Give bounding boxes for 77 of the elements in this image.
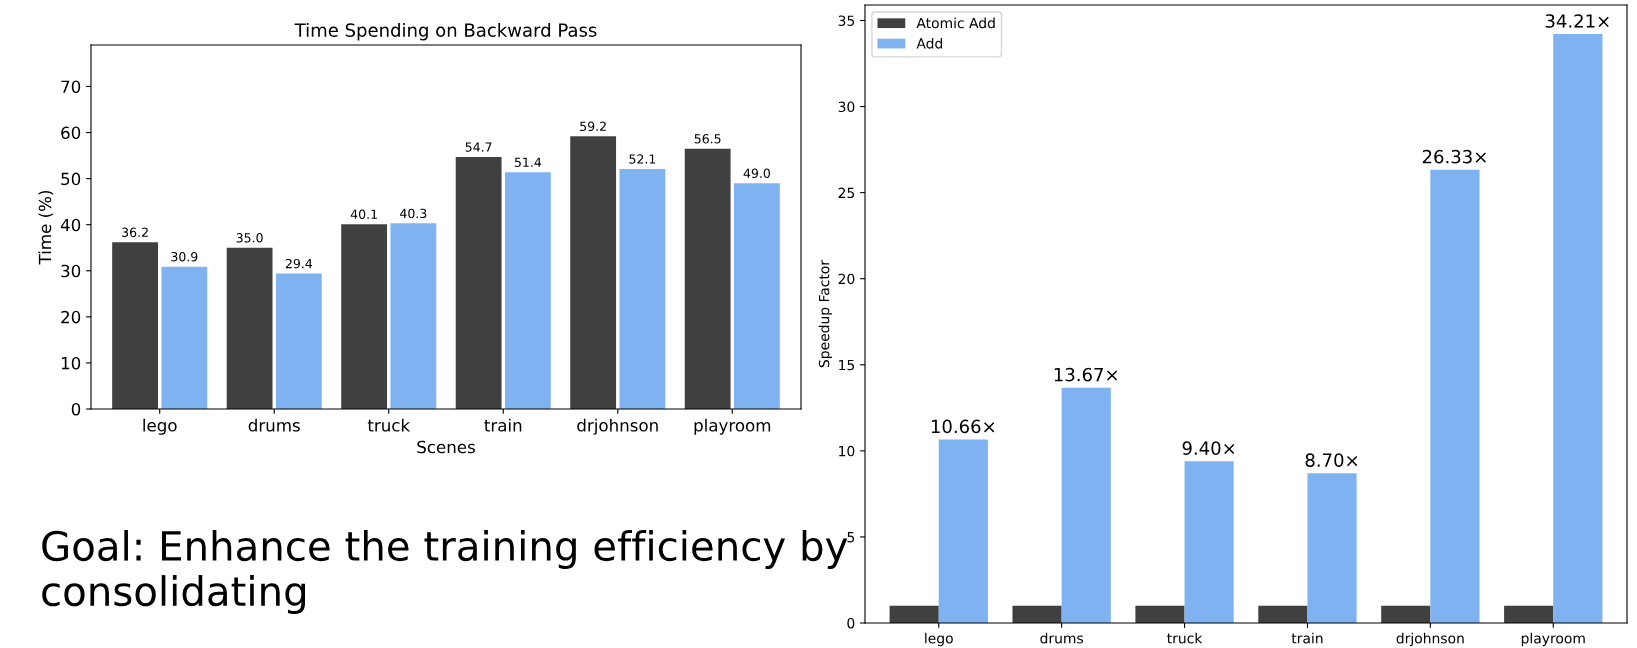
x-tick-label: playroom (694, 418, 771, 435)
legend-label: Add (916, 37, 943, 49)
y-tick-label: 25 (838, 187, 855, 199)
x-tick-label: drums (1040, 632, 1084, 644)
x-tick-label: drjohnson (577, 418, 658, 435)
data-label: 9.40× (1182, 441, 1235, 455)
data-label: 40.3 (400, 208, 427, 219)
bar (619, 168, 666, 409)
data-label: 30.9 (171, 251, 198, 262)
y-tick-label: 0 (847, 617, 855, 629)
data-label: 8.70× (1305, 453, 1358, 467)
bar (570, 136, 617, 409)
x-tick-label: drums (248, 418, 300, 432)
x-tick-label: drjohnson (1396, 632, 1464, 647)
y-tick-label: 5 (847, 532, 855, 543)
y-tick-label: 20 (61, 310, 81, 324)
bar (275, 273, 322, 409)
data-label: 36.2 (122, 227, 148, 238)
x-tick-label: truck (1167, 632, 1203, 644)
y-tick-label: 30 (838, 101, 855, 113)
data-label: 59.2 (580, 121, 606, 132)
data-label: 13.67× (1054, 367, 1118, 382)
bar (1553, 34, 1603, 623)
data-label: 26.33× (1422, 149, 1486, 164)
x-tick-label: truck (367, 418, 411, 432)
data-label: 10.66× (931, 419, 995, 434)
bar (390, 223, 437, 409)
y-tick-label: 35 (838, 15, 855, 26)
bar (1012, 605, 1062, 623)
x-tick-label: train (484, 418, 522, 432)
data-label: 56.5 (694, 134, 721, 144)
y-tick-label: 10 (839, 445, 855, 457)
bar (161, 266, 208, 409)
bar (734, 183, 780, 409)
bar (1184, 461, 1234, 623)
y-tick-label: 0 (71, 402, 81, 416)
chart-title: Time Spending on Backward Pass (294, 22, 597, 41)
bar (1504, 605, 1554, 623)
x-tick-label: train (1291, 632, 1323, 644)
text: Goal: Enhance the training efficiency by consolidating (42, 530, 848, 615)
bar (684, 148, 731, 409)
data-label: 35.0 (236, 233, 263, 243)
x-tick-label: lego (143, 418, 177, 435)
x-tick-label: playroom (1521, 632, 1585, 647)
y-tick-label: 30 (61, 264, 81, 278)
x-axis-title: Scenes (417, 440, 475, 454)
legend-label: Atomic Add (916, 17, 995, 29)
y-tick-label: 60 (61, 126, 81, 140)
bar (112, 242, 158, 409)
bar (1381, 605, 1431, 623)
bar (1135, 605, 1185, 623)
y-axis-title: Time (%) (38, 190, 54, 265)
y-tick-label: 50 (61, 172, 81, 186)
bar (938, 439, 988, 623)
bar (1307, 473, 1357, 623)
bar (1430, 169, 1480, 623)
data-label: 49.0 (743, 168, 770, 179)
data-label: 29.4 (285, 258, 313, 269)
y-tick-label: 10 (61, 356, 81, 370)
data-label: 52.1 (629, 154, 656, 164)
y-axis-title: Speedup Factor (818, 259, 833, 368)
data-label: 40.1 (350, 209, 377, 220)
bar (226, 247, 273, 409)
y-tick-label: 20 (838, 273, 855, 285)
x-tick-label: lego (925, 632, 953, 647)
bar (1258, 605, 1308, 623)
bar (341, 224, 388, 409)
y-tick-label: 70 (61, 80, 81, 94)
y-tick-label: 15 (839, 359, 855, 371)
bar (889, 605, 939, 623)
bar (455, 156, 502, 409)
data-label: 51.4 (514, 157, 542, 167)
data-label: 54.7 (465, 142, 492, 152)
bar (504, 172, 551, 409)
data-label: 34.21× (1545, 14, 1609, 28)
y-tick-label: 40 (60, 218, 81, 232)
bar (1061, 387, 1111, 623)
